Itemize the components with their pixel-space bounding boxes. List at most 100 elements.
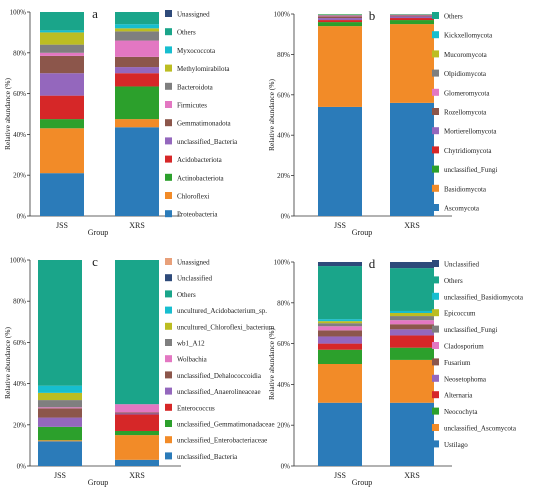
legend-label: wb1_A12 [177,340,205,348]
bar-segment [318,18,362,21]
legend-label: Enterococcus [177,404,215,412]
bar-segment [318,106,362,216]
y-tick-label: 60% [277,91,290,99]
panel-label: a [92,6,98,21]
panel-label: c [92,254,98,269]
legend-label: Epicoccum [444,310,476,318]
bar-segment [318,349,362,364]
legend-swatch [165,452,172,460]
y-tick-label: 60% [13,339,26,347]
bar-segment [318,336,362,344]
legend-swatch [165,290,172,298]
y-tick-label: 20% [277,422,290,430]
legend-swatch [432,276,439,284]
legend-swatch [165,258,172,265]
bar-segment [390,324,434,330]
y-tick-label: 100% [274,259,291,267]
bar-segment [38,407,82,409]
y-tick-label: 40% [277,132,290,140]
bar-segment [318,262,362,267]
bar-segment [390,347,434,360]
bar-segment [40,52,84,56]
legend-swatch [165,137,172,145]
legend-label: Unclassified [177,275,212,283]
legend-swatch [432,146,439,154]
legend-label: unclassified_Bacteria [177,138,238,146]
bar-segment [318,323,362,327]
x-tick-label: XRS [404,221,420,230]
bar-segment [115,414,159,431]
y-tick-label: 100% [274,11,291,19]
bar-segment [40,55,84,74]
legend-label: Methylomirabilota [177,65,230,73]
bar-segment [115,24,159,29]
bar-segment [318,22,362,27]
legend-swatch [165,155,172,163]
legend-swatch [165,192,172,199]
legend-label: Fusarium [444,359,471,367]
legend-label: Kickxellomycota [444,32,493,40]
legend-swatch [165,387,172,395]
legend-swatch [165,210,172,218]
bar-segment [318,343,362,350]
bar-segment [40,32,84,45]
y-tick-label: 20% [13,421,26,429]
legend-swatch [432,50,439,58]
bar-segment [390,268,434,311]
legend-label: Olpidiomycota [444,70,487,78]
bar-segment [40,44,84,53]
panel-label: b [369,8,376,23]
legend-swatch [432,88,439,96]
bar-segment [115,12,159,25]
bar-segment [390,24,434,103]
legend-swatch [165,101,172,108]
legend-swatch [165,322,172,330]
legend-label: uncultured_Acidobacterium_sp. [177,307,267,315]
bar-segment [115,67,159,74]
legend-label: unclassified_Fungi [444,166,497,174]
bar-segment [390,329,434,336]
bar-segment [40,95,84,120]
bar-segment [390,316,434,321]
bar-segment [318,364,362,403]
bar-segment [115,119,159,128]
y-tick-label: 40% [277,381,290,389]
y-tick-label: 80% [277,51,290,59]
legend-label: Others [444,277,463,285]
y-axis-title: Relative abundance (%) [3,326,12,399]
bar-segment [38,441,82,466]
legend-swatch [432,31,439,39]
y-tick-label: 100% [10,9,27,17]
bar-segment [115,56,159,68]
legend-label: Rozellomycota [444,109,487,117]
legend-label: Proteobacteria [177,211,218,219]
legend-label: Basidiomycota [444,185,487,193]
legend-swatch [165,119,172,127]
bar-segment [318,15,362,16]
bar-segment [115,28,159,32]
bar-segment [318,16,362,19]
legend-swatch [432,292,439,300]
legend-swatch [165,82,172,90]
bar-segment [318,319,362,322]
bar-segment [318,266,362,320]
bar-segment [390,320,434,325]
legend-swatch [432,204,439,211]
bar-segment [115,73,159,87]
bar-segment [40,119,84,129]
bar-segment [390,102,434,216]
legend-label: unclassified_Enterobacteriaceae [177,437,267,445]
bar-segment [115,404,159,413]
bar-segment [318,15,362,17]
y-tick-label: 80% [13,298,26,306]
y-tick-label: 60% [277,340,290,348]
legend-label: Others [444,13,463,21]
bar-segment [115,459,159,466]
legend-swatch [165,306,172,314]
bar-segment [318,326,362,331]
legend-label: unclassified_Bacteria [177,453,238,461]
y-axis-title: Relative abundance (%) [3,77,12,150]
chart-panel-a: 0% 20% 40% 60% 80% 100% JSS XRS Group Relative ab… [3,6,238,237]
legend-label: uncultured_Chloroflexi_bacterium [177,323,275,331]
